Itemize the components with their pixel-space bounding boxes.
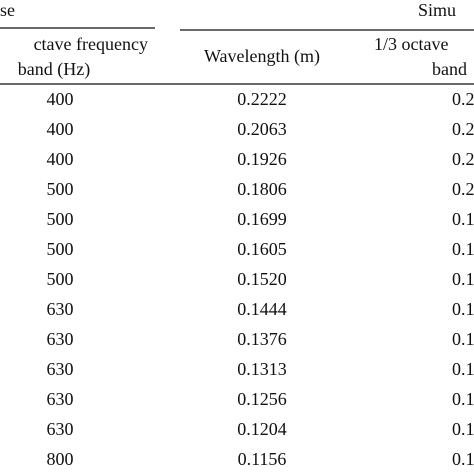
table-cell: 0.1444 bbox=[237, 299, 287, 319]
table-cell: 500 bbox=[47, 239, 74, 259]
table-cell: 0.1 bbox=[452, 389, 474, 409]
table-cell: 0.1 bbox=[452, 419, 474, 439]
table-cell: 0.1376 bbox=[237, 329, 287, 349]
table-cell: 0.2 bbox=[452, 179, 474, 199]
table-cell: 0.1 bbox=[452, 269, 474, 289]
table-cell: 800 bbox=[47, 449, 74, 469]
table-cell: 0.1605 bbox=[237, 239, 287, 259]
table-cell: 400 bbox=[47, 149, 74, 169]
group-header: se bbox=[0, 0, 15, 20]
table-cell: 0.1699 bbox=[237, 209, 287, 229]
group-header: Simu bbox=[418, 0, 456, 20]
table-cell: 630 bbox=[47, 329, 74, 349]
column-header: band (Hz) bbox=[18, 59, 90, 80]
table-cell: 0.1 bbox=[452, 299, 474, 319]
column-header: band bbox=[432, 59, 467, 79]
table-cell: 0.1156 bbox=[238, 449, 287, 469]
table-cell: 0.1256 bbox=[237, 389, 287, 409]
table-cell: 0.1 bbox=[452, 329, 474, 349]
table-cell: 630 bbox=[47, 359, 74, 379]
column-header: ctave frequency bbox=[34, 34, 148, 54]
table-cell: 0.2063 bbox=[237, 119, 287, 139]
table-cell: 0.2 bbox=[452, 89, 474, 109]
table-cell: 0.1204 bbox=[237, 419, 287, 439]
column-header: Wavelength (m) bbox=[204, 46, 320, 67]
table-cell: 0.1806 bbox=[237, 179, 287, 199]
table-cell: 400 bbox=[47, 119, 74, 139]
column-header: 1/3 octave bbox=[374, 34, 448, 54]
table-cell: 500 bbox=[47, 179, 74, 199]
table-cell: 0.1 bbox=[452, 239, 474, 259]
table-cell: 630 bbox=[47, 299, 74, 319]
table-cell: 0.1 bbox=[452, 209, 474, 229]
table-cell: 400 bbox=[47, 89, 74, 109]
table-cell: 500 bbox=[47, 269, 74, 289]
table-cell: 630 bbox=[47, 389, 74, 409]
table-cell: 0.1 bbox=[452, 359, 474, 379]
table-cell: 630 bbox=[47, 419, 74, 439]
table-cell: 0.1520 bbox=[237, 269, 287, 289]
table-cell: 0.1 bbox=[452, 449, 474, 469]
table-cell: 0.2222 bbox=[237, 89, 287, 109]
table-cell: 0.1926 bbox=[237, 149, 287, 169]
table-cell: 0.2 bbox=[452, 149, 474, 169]
table-cell: 0.2 bbox=[452, 119, 474, 139]
table-cell: 500 bbox=[47, 209, 74, 229]
table-cell: 0.1313 bbox=[237, 359, 287, 379]
